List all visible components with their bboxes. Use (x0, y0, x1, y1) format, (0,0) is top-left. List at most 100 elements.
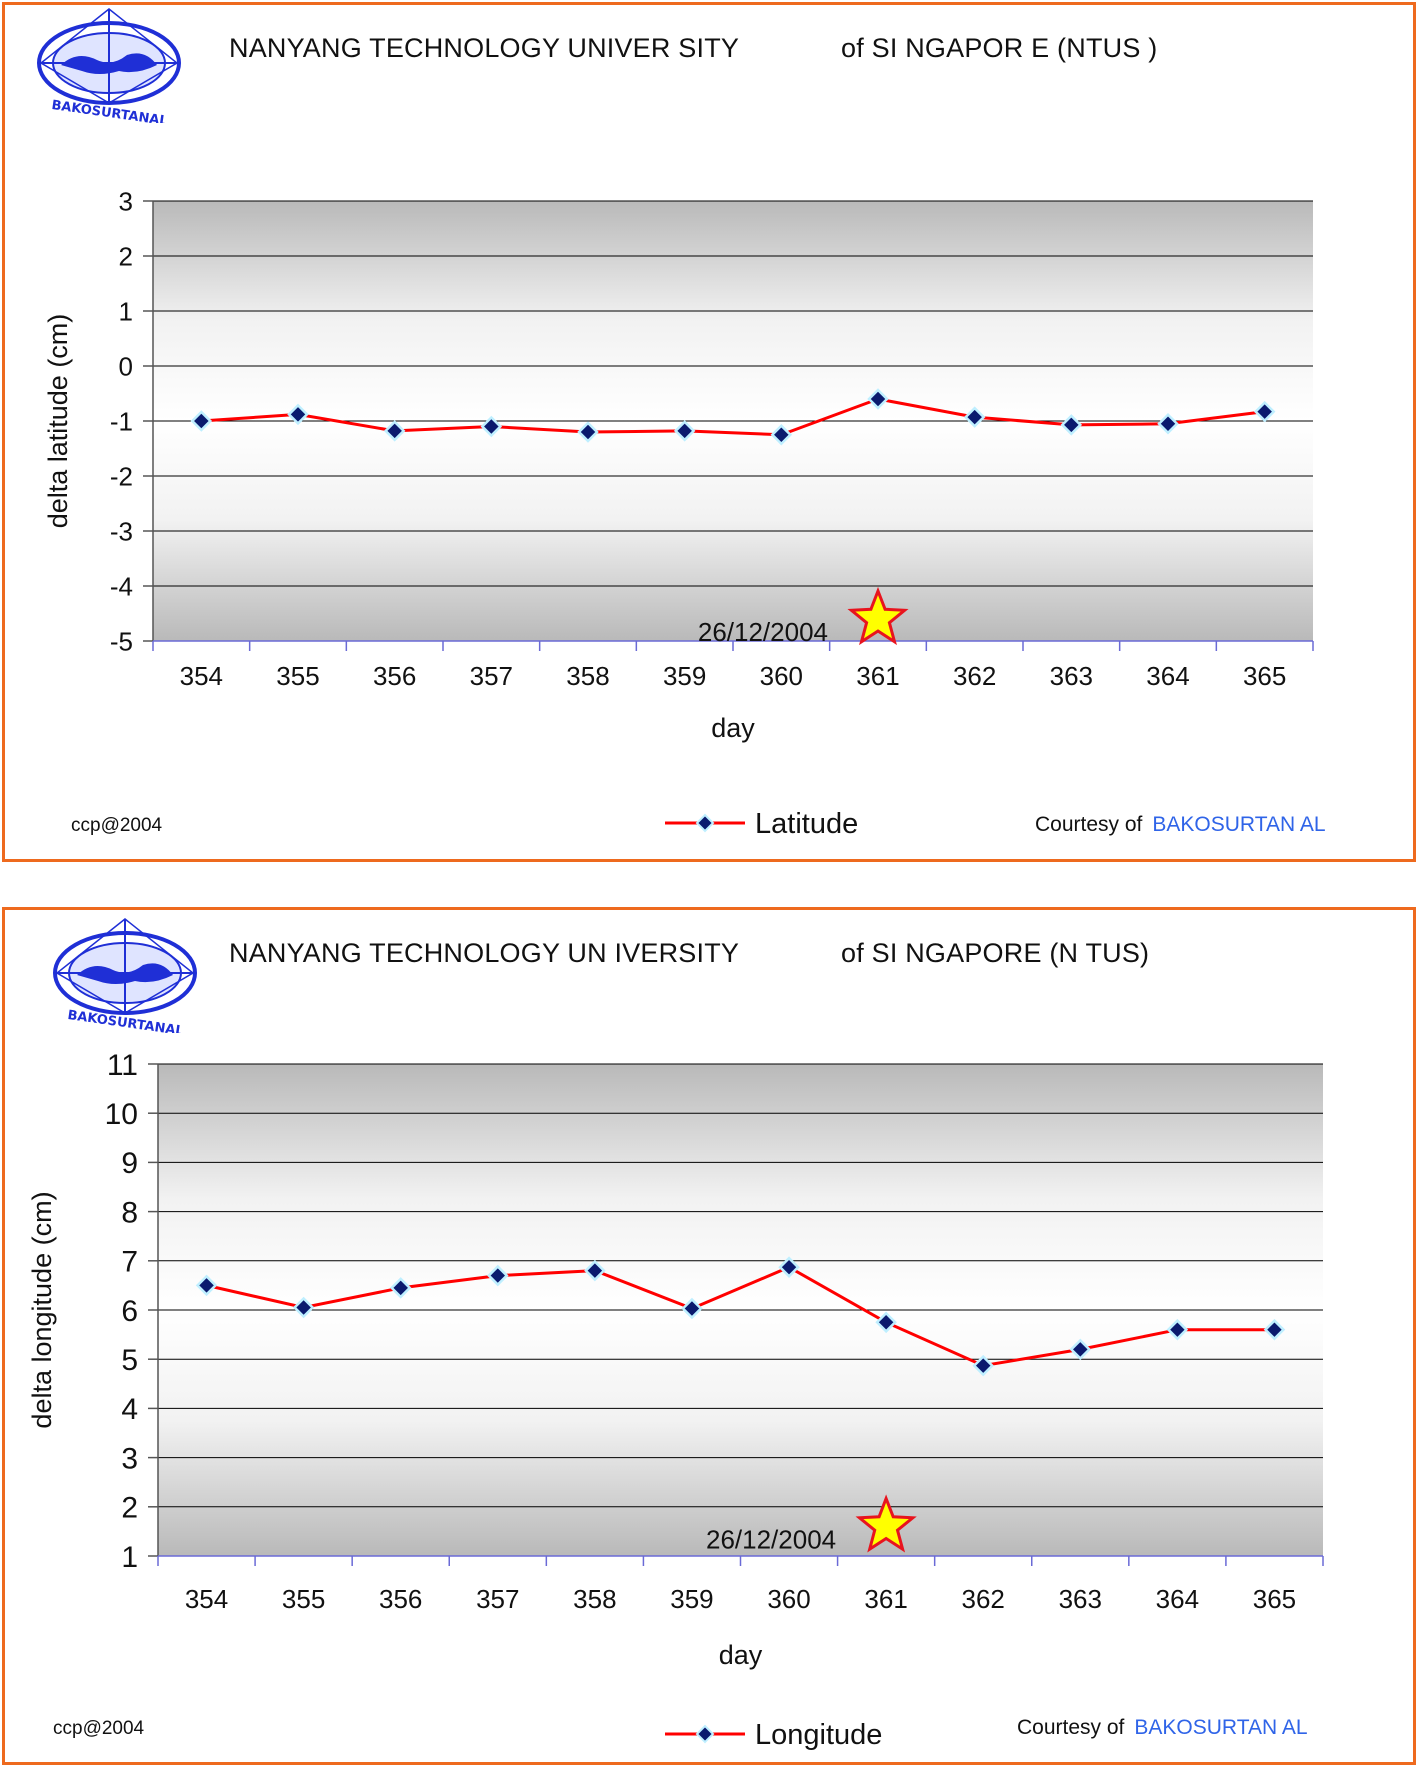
data-point (1060, 414, 1083, 436)
legend-label: Latitude (755, 808, 858, 840)
x-tick-label: 365 (1253, 1584, 1296, 1614)
data-point (287, 403, 309, 426)
data-point (383, 420, 406, 442)
y-tick-label: -4 (110, 571, 133, 601)
longitude-chart-panel: BAKOSURTANAL NANYANG TECHNOLOGY UN IVERS… (2, 907, 1416, 1765)
courtesy-label: Courtesy of (1035, 813, 1143, 836)
data-point (487, 1264, 509, 1287)
data-point (972, 1354, 994, 1377)
chart-header: NANYANG TECHNOLOGY UNIVER SITY of SI NGA… (229, 33, 1157, 64)
series-line (206, 1265, 1275, 1368)
data-point (195, 1274, 218, 1297)
x-tick-label: 354 (180, 661, 223, 691)
x-tick-label: 357 (476, 1584, 519, 1614)
x-axis-label: day (719, 1640, 763, 1670)
y-tick-label: 11 (107, 1049, 138, 1082)
data-point (1069, 1338, 1092, 1361)
courtesy-org: BAKOSURTAN AL (1134, 1716, 1308, 1739)
event-star-icon (847, 586, 909, 646)
data-point (1253, 400, 1276, 423)
data-point (778, 1256, 800, 1278)
country-title: of SI NGAPORE (N TUS) (841, 938, 1150, 968)
plot-area-lower (158, 1310, 1323, 1556)
y-tick-label: 1 (119, 296, 133, 326)
latitude-line-chart: 3 2 1 0 -1 -2 -3 -4 -5 354 355 356 357 358 359 360 361 36… (43, 186, 1314, 840)
x-tick-label: 356 (373, 661, 416, 691)
x-tick-label: 355 (276, 661, 319, 691)
data-point (770, 423, 793, 446)
y-tick-label: 5 (121, 1344, 138, 1377)
x-tick-label: 358 (566, 661, 609, 691)
y-tick-label: -5 (110, 626, 133, 656)
x-tick-label: 355 (282, 1584, 325, 1614)
y-tick-label: 8 (121, 1196, 138, 1229)
x-axis-label: day (711, 713, 755, 743)
courtesy-org: BAKOSURTAN AL (1152, 813, 1326, 836)
courtesy-text: Courtesy of BAKOSURTAN AL (1017, 1716, 1308, 1740)
copyright-text: ccp@2004 (53, 1718, 145, 1739)
chart-header: NANYANG TECHNOLOGY UN IVERSITY of SI NGA… (229, 938, 1149, 969)
x-tick-label: 364 (1156, 1584, 1199, 1614)
legend-marker (695, 1724, 715, 1744)
x-tick-label: 360 (767, 1584, 810, 1614)
data-point (1157, 412, 1179, 435)
institution-title: NANYANG TECHNOLOGY UN IVERSITY (229, 938, 740, 968)
y-tick-label: 1 (121, 1541, 138, 1574)
data-point (292, 1296, 315, 1319)
y-tick-label: 10 (105, 1098, 138, 1131)
y-tick-label: -2 (110, 461, 133, 491)
x-tick-label: 362 (962, 1584, 1005, 1614)
y-tick-label: 9 (121, 1147, 138, 1180)
bakosurtanal-logo-icon: BAKOSURTANAL (37, 8, 181, 123)
y-tick-label: 2 (119, 241, 133, 271)
x-tick-label: 358 (573, 1584, 616, 1614)
y-tick-label: -1 (110, 406, 133, 436)
data-point (1263, 1318, 1286, 1341)
x-tick-label: 360 (760, 661, 803, 691)
courtesy-label: Courtesy of (1017, 1716, 1125, 1739)
data-point (584, 1259, 606, 1282)
latitude-chart-panel: BAKOSURTANAL NANYANG TECHNOLOGY UNIVER S… (2, 2, 1416, 862)
y-tick-label: 6 (121, 1295, 138, 1328)
series-line (201, 397, 1265, 437)
event-date-label: 26/12/2004 (698, 617, 828, 647)
copyright-text: ccp@2004 (71, 815, 163, 836)
plot-area-upper (158, 1064, 1323, 1310)
x-tick-label: 356 (379, 1584, 422, 1614)
data-point (875, 1311, 897, 1334)
country-title: of SI NGAPOR E (NTUS ) (841, 33, 1158, 63)
data-point (1166, 1318, 1189, 1341)
y-tick-label: 0 (119, 351, 133, 381)
x-tick-label: 357 (470, 661, 513, 691)
x-tick-label: 363 (1050, 661, 1093, 691)
y-tick-label: 4 (121, 1393, 138, 1426)
x-tick-label: 359 (663, 661, 706, 691)
event-star-icon (855, 1494, 917, 1553)
data-point (389, 1277, 412, 1299)
data-point (577, 421, 599, 443)
x-tick-label: 359 (670, 1584, 713, 1614)
x-tick-label: 354 (185, 1584, 228, 1614)
x-tick-label: 362 (953, 661, 996, 691)
event-date-label: 26/12/2004 (706, 1524, 836, 1554)
legend-marker (695, 813, 715, 833)
bakosurtanal-logo-icon: BAKOSURTANAL (53, 918, 197, 1033)
y-tick-label: 3 (121, 1442, 138, 1475)
data-point (673, 420, 696, 442)
y-axis-label: delta longitude (cm) (27, 1191, 57, 1428)
data-point (963, 406, 986, 428)
data-point (190, 410, 213, 432)
legend-label: Longitude (755, 1719, 882, 1751)
x-tick-label: 363 (1059, 1584, 1102, 1614)
x-tick-label: 361 (856, 661, 899, 691)
y-tick-label: 3 (119, 186, 133, 216)
y-axis-label: delta latitude (cm) (43, 314, 73, 529)
longitude-line-chart: 11 10 9 8 7 6 5 4 3 2 1 354 355 356 357 358 359 360 361 362… (27, 1049, 1324, 1751)
institution-title: NANYANG TECHNOLOGY UNIVER SITY (229, 33, 740, 63)
x-tick-label: 361 (864, 1584, 907, 1614)
data-point (867, 388, 889, 410)
courtesy-text: Courtesy of BAKOSURTAN AL (1035, 813, 1326, 837)
y-tick-label: 2 (121, 1492, 138, 1525)
y-tick-label: 7 (121, 1246, 138, 1279)
y-tick-label: -3 (110, 516, 133, 546)
